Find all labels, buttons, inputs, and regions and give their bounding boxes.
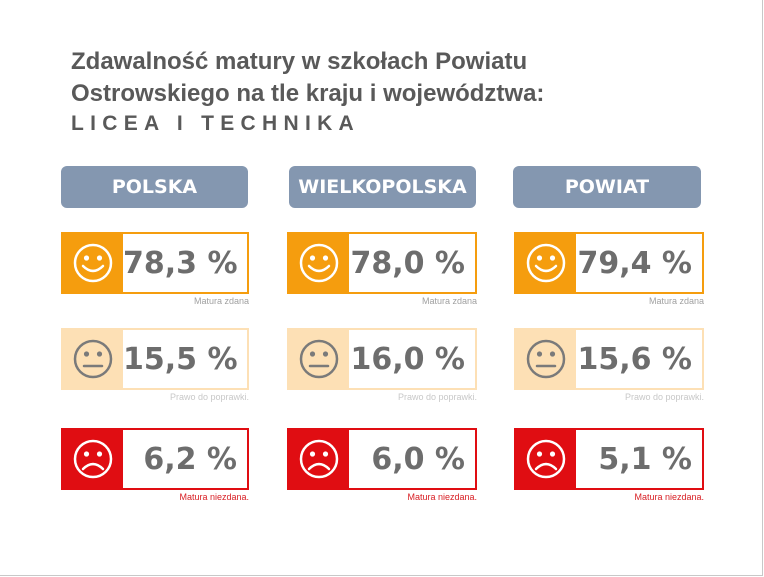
retake-card: 15,5 % bbox=[61, 328, 249, 390]
retake-value: 15,6 % bbox=[577, 341, 692, 377]
pass-card: 78,3 % bbox=[61, 232, 249, 294]
pass-caption: Matura zdana bbox=[193, 296, 249, 306]
fail-caption: Matura niezdana. bbox=[407, 492, 477, 502]
retake-value: 16,0 % bbox=[350, 341, 465, 377]
fail-card: 6,2 % bbox=[61, 428, 249, 490]
slide-title: Zdawalność matury w szkołach Powiatu Ost… bbox=[71, 46, 544, 138]
title-line-1: Zdawalność matury w szkołach Powiatu bbox=[71, 48, 528, 75]
header-powiat: POWIAT bbox=[513, 166, 701, 208]
sad-face-icon bbox=[516, 430, 576, 488]
smiley-face-icon bbox=[63, 234, 123, 292]
pass-card: 78,0 % bbox=[287, 232, 477, 294]
neutral-face-icon bbox=[289, 330, 349, 388]
neutral-face-icon bbox=[63, 330, 123, 388]
pass-value: 78,3 % bbox=[123, 245, 238, 281]
pass-caption: Matura zdana bbox=[421, 296, 477, 306]
neutral-face-icon bbox=[516, 330, 576, 388]
fail-value: 6,0 % bbox=[371, 441, 465, 477]
sad-face-icon bbox=[289, 430, 349, 488]
smiley-face-icon bbox=[516, 234, 576, 292]
header-wielkopolska: WIELKOPOLSKA bbox=[289, 166, 476, 208]
retake-caption: Prawo do poprawki. bbox=[397, 392, 477, 402]
pass-card: 79,4 % bbox=[514, 232, 704, 294]
pass-value: 78,0 % bbox=[350, 245, 465, 281]
fail-card: 6,0 % bbox=[287, 428, 477, 490]
retake-caption: Prawo do poprawki. bbox=[624, 392, 704, 402]
pass-caption: Matura zdana bbox=[648, 296, 704, 306]
fail-caption: Matura niezdana. bbox=[179, 492, 249, 502]
pass-value: 79,4 % bbox=[577, 245, 692, 281]
fail-value: 5,1 % bbox=[598, 441, 692, 477]
retake-card: 15,6 % bbox=[514, 328, 704, 390]
retake-caption: Prawo do poprawki. bbox=[169, 392, 249, 402]
retake-value: 15,5 % bbox=[123, 341, 238, 377]
fail-caption: Matura niezdana. bbox=[634, 492, 704, 502]
retake-card: 16,0 % bbox=[287, 328, 477, 390]
title-line-2: Ostrowskiego na tle kraju i województwa: bbox=[71, 80, 545, 107]
smiley-face-icon bbox=[289, 234, 349, 292]
sad-face-icon bbox=[63, 430, 123, 488]
fail-value: 6,2 % bbox=[143, 441, 237, 477]
title-subtitle: LICEA I TECHNIKA bbox=[71, 112, 361, 135]
header-polska: POLSKA bbox=[61, 166, 248, 208]
fail-card: 5,1 % bbox=[514, 428, 704, 490]
